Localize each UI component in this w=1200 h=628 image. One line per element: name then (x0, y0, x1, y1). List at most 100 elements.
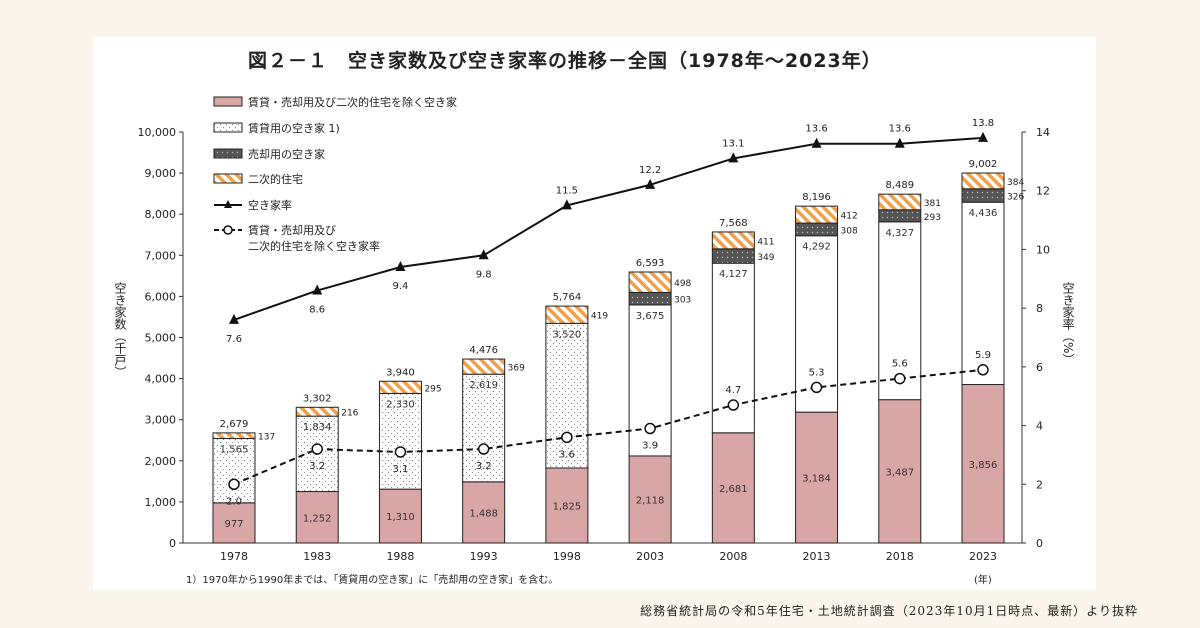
bar-value-label: 381 (924, 199, 941, 209)
bar-value-label: 2,118 (636, 495, 665, 506)
legend-swatch-rental (213, 122, 243, 133)
legend-swatch-secondary (213, 173, 243, 184)
bar-value-label: 1,252 (303, 513, 332, 524)
legend-swatch-other (213, 96, 243, 107)
legend-swatch-sale (213, 148, 243, 159)
bar-value-label: 498 (674, 279, 691, 289)
other-vacancy-rate-line (233, 368, 984, 486)
vacancy-rate-label: 9.4 (392, 281, 408, 292)
left-axis-tick-label: 1,000 (145, 496, 177, 509)
bar-value-label: 137 (258, 433, 275, 443)
bar-value-label: 411 (757, 237, 774, 247)
bar-value-label: 3,487 (885, 467, 914, 478)
right-axis-tick-label: 2 (1036, 478, 1043, 491)
bar-segment-secondary (545, 305, 589, 324)
bar-segment-rental (961, 201, 1005, 386)
bar-value-label: 349 (757, 253, 774, 263)
bar-segment-secondary (878, 193, 922, 211)
other-vacancy-rate-point (311, 443, 323, 455)
bar-total-label: 3,302 (303, 393, 332, 404)
other-vacancy-rate-point (977, 364, 989, 376)
right-axis-label: 空き家率（%） (1061, 282, 1075, 366)
bar-segment-other (545, 467, 589, 544)
vacancy-rate-label: 7.6 (226, 334, 242, 345)
other-vacancy-rate-point (894, 372, 906, 385)
bar-value-label: 384 (1007, 178, 1024, 188)
bar-value-label: 3,856 (969, 460, 998, 471)
bar-total-label: 2,679 (220, 419, 249, 430)
bar-segment-sale (878, 209, 922, 223)
legend-label: 賃貸・売却用及び (248, 223, 336, 237)
vacancy-rate-point (894, 137, 905, 148)
bar-value-label: 3,520 (553, 329, 582, 340)
bar-segment-rental (212, 438, 256, 504)
x-axis-tick-label: 2003 (636, 550, 664, 563)
vacancy-rate-point (811, 137, 822, 148)
bar-value-label: 419 (591, 312, 608, 322)
bar-segment-other (878, 399, 922, 544)
legend-label: 賃貸・売却用及び二次的住宅を除く空き家 (248, 95, 457, 109)
left-axis-tick-label: 4,000 (145, 373, 177, 386)
source-credit: 総務省統計局の令和5年住宅・土地統計調査（2023年10月1日時点、最新）より抜… (640, 604, 1138, 618)
x-axis-tick-label: 1998 (553, 550, 581, 563)
vacancy-rate-point (229, 313, 239, 324)
bar-value-label: 1,310 (386, 512, 415, 523)
x-axis-tick-label: 1983 (303, 550, 331, 563)
bar-segment-secondary (795, 205, 839, 224)
left-axis-tick-label: 7,000 (145, 249, 177, 262)
other-vacancy-rate-point (477, 443, 490, 455)
bar-segment-sale (795, 222, 839, 237)
vacancy-rate-point (312, 284, 323, 295)
legend-dash-marker (223, 225, 233, 235)
bar-segment-sale (628, 291, 672, 306)
bar-value-label: 2,681 (719, 484, 748, 495)
vacancy-rate-label: 9.8 (476, 269, 492, 280)
other-vacancy-rate-label: 3.2 (476, 461, 492, 472)
bar-value-label: 293 (924, 213, 941, 223)
other-vacancy-rate-label: 5.3 (809, 367, 825, 378)
chart-title: 図２－１ 空き家数及び空き家率の推移－全国（1978年～2023年） (248, 50, 882, 72)
bar-value-label: 2,619 (469, 380, 498, 391)
x-axis-tick-label: 1978 (220, 550, 248, 563)
vacancy-rate-line (233, 136, 984, 321)
other-vacancy-rate-label: 5.6 (892, 359, 908, 370)
bar-segment-secondary (378, 380, 422, 394)
x-axis-tick-label: 2008 (719, 550, 747, 563)
bar-value-label: 1,834 (303, 422, 332, 433)
bar-value-label: 295 (424, 384, 441, 394)
other-vacancy-rate-point (228, 478, 240, 491)
bar-value-label: 1,565 (220, 445, 249, 456)
right-axis-tick-label: 4 (1036, 420, 1043, 433)
other-vacancy-rate-label: 5.9 (975, 350, 991, 361)
bar-value-label: 2,330 (386, 399, 415, 410)
bar-value-label: 308 (841, 226, 858, 236)
other-vacancy-rate-point (644, 422, 656, 435)
bar-total-label: 6,593 (636, 258, 665, 269)
other-vacancy-rate-point (561, 431, 573, 444)
other-vacancy-rate-point (810, 381, 823, 394)
bar-segment-secondary (961, 172, 1005, 190)
other-vacancy-rate-label: 3.2 (309, 461, 325, 472)
bar-value-label: 4,292 (802, 242, 831, 253)
bar-segment-other (711, 432, 755, 544)
other-vacancy-rate-label: 3.6 (559, 449, 575, 460)
vacancy-rate-label: 13.6 (805, 124, 827, 135)
bar-value-label: 3,675 (636, 311, 665, 322)
legend-label: 売却用の空き家 (248, 147, 325, 161)
x-axis-tick-label: 2013 (803, 550, 831, 563)
vacancy-rate-label: 11.5 (556, 185, 578, 196)
legend-label: 空き家率 (248, 198, 292, 212)
bar-total-label: 4,476 (469, 345, 498, 356)
left-axis-tick-label: 8,000 (145, 208, 177, 221)
right-axis-tick-label: 14 (1036, 126, 1050, 139)
bar-value-label: 4,327 (885, 228, 914, 239)
x-axis-tick-label: 1988 (386, 550, 414, 563)
other-vacancy-rate-label: 4.7 (725, 385, 741, 396)
left-axis-label: 空き家数（千戸） (113, 282, 127, 378)
legend-label: 賃貸用の空き家 1) (248, 121, 340, 135)
x-axis-unit: (年) (974, 575, 992, 586)
vacancy-rate-point (728, 152, 739, 163)
bar-total-label: 7,568 (719, 218, 748, 229)
